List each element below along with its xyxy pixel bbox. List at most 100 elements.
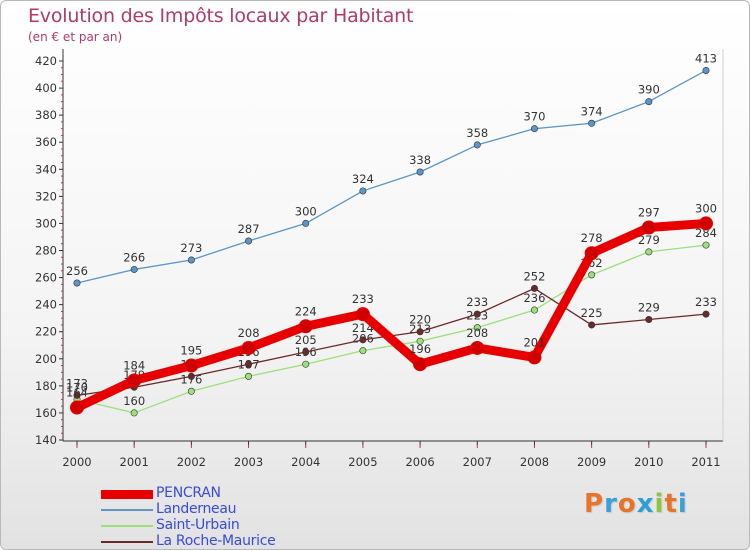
data-label-landerneau: 358: [466, 126, 488, 140]
x-tick-label: 2011: [691, 455, 720, 469]
x-tick-label: 2006: [405, 455, 434, 469]
x-tick-label: 2001: [120, 455, 149, 469]
data-label-saint-urbain: 284: [695, 226, 717, 240]
y-tick-label: 300: [35, 216, 57, 230]
series-line-pencran: [72, 218, 711, 413]
y-tick-label: 360: [35, 135, 57, 149]
y-tick-label: 400: [35, 81, 57, 95]
series-line-saint-urbain: [76, 244, 707, 414]
data-label-landerneau: 374: [581, 104, 603, 118]
logo-letter: i: [654, 489, 665, 519]
legend-swatch-pencran: [101, 490, 153, 499]
legend-swatch-la-roche-maurice: [101, 541, 153, 543]
data-point-landerneau: [245, 237, 253, 245]
data-point-pencran: [127, 373, 142, 388]
data-point-saint-urbain: [359, 347, 367, 355]
data-point-landerneau: [73, 279, 81, 287]
data-point-la-roche-maurice: [473, 310, 481, 318]
data-label-la-roche-maurice: 252: [523, 269, 545, 283]
data-point-landerneau: [187, 256, 195, 264]
y-tick-label: 200: [35, 352, 57, 366]
legend-label-saint-urbain: Saint-Urbain: [156, 517, 240, 533]
data-point-la-roche-maurice: [588, 321, 596, 329]
data-point-pencran: [70, 400, 84, 415]
data-point-la-roche-maurice: [645, 316, 653, 324]
x-tick-label: 2003: [234, 455, 263, 469]
y-tick-label: 320: [35, 189, 57, 203]
y-tick-label: 240: [35, 298, 57, 312]
data-point-saint-urbain: [530, 306, 538, 314]
data-point-pencran: [413, 357, 428, 372]
y-tick-label: 160: [35, 406, 57, 420]
data-label-landerneau: 413: [695, 51, 717, 65]
logo-letter: x: [636, 489, 655, 519]
data-point-landerneau: [588, 119, 596, 127]
chart-subtitle: (en € et par an): [28, 30, 123, 44]
proxiti-logo: Proxiti: [584, 489, 688, 519]
data-point-pencran: [699, 216, 713, 231]
data-point-la-roche-maurice: [73, 391, 81, 399]
data-point-landerneau: [130, 265, 138, 273]
data-point-saint-urbain: [645, 248, 653, 256]
x-tick-label: 2008: [520, 455, 549, 469]
data-point-saint-urbain: [473, 324, 481, 332]
data-point-la-roche-maurice: [245, 360, 253, 368]
data-point-saint-urbain: [588, 271, 596, 279]
x-tick-label: 2009: [577, 455, 606, 469]
data-point-saint-urbain: [302, 360, 310, 368]
data-point-landerneau: [645, 98, 653, 106]
data-label-pencran: 233: [352, 292, 374, 306]
legend-label-landerneau: Landerneau: [156, 501, 237, 517]
data-point-saint-urbain: [187, 387, 195, 395]
data-point-la-roche-maurice: [416, 328, 424, 336]
x-tick-label: 2002: [177, 455, 206, 469]
logo-letter: o: [617, 489, 637, 519]
y-tick-label: 140: [35, 433, 57, 447]
data-label-landerneau: 287: [238, 222, 260, 236]
data-label-landerneau: 370: [523, 110, 545, 124]
data-point-landerneau: [302, 219, 310, 227]
data-point-pencran: [470, 340, 485, 355]
x-tick-label: 2004: [291, 455, 320, 469]
data-point-landerneau: [416, 168, 424, 176]
data-point-la-roche-maurice: [187, 372, 195, 380]
data-label-pencran: 195: [180, 344, 202, 358]
logo-letter: r: [604, 489, 618, 519]
data-point-pencran: [298, 319, 313, 334]
data-label-pencran: 196: [409, 342, 431, 356]
logo-letter: P: [584, 489, 605, 519]
legend-swatch-landerneau: [101, 509, 153, 511]
y-tick-label: 180: [35, 379, 57, 393]
x-tick-label: 2007: [463, 455, 492, 469]
data-label-landerneau: 256: [66, 264, 88, 278]
y-tick-label: 380: [35, 108, 57, 122]
data-label-landerneau: 338: [409, 153, 431, 167]
data-point-pencran: [184, 358, 199, 373]
data-label-pencran: 201: [523, 335, 545, 349]
legend-label-pencran: PENCRAN: [156, 485, 221, 501]
data-label-la-roche-maurice: 205: [295, 333, 317, 347]
data-label-saint-urbain: 160: [123, 394, 145, 408]
x-tick-label: 2000: [62, 455, 91, 469]
data-label-la-roche-maurice: 225: [581, 306, 603, 320]
data-label-la-roche-maurice: 233: [695, 295, 717, 309]
data-label-la-roche-maurice: 173: [66, 376, 88, 390]
x-tick-label: 2005: [348, 455, 377, 469]
data-label-landerneau: 273: [180, 241, 202, 255]
y-tick-label: 420: [35, 54, 57, 68]
data-point-pencran: [527, 350, 542, 365]
legend-label-la-roche-maurice: La Roche-Maurice: [156, 533, 276, 549]
data-point-landerneau: [473, 141, 481, 149]
x-tick-label: 2010: [634, 455, 663, 469]
y-tick-label: 280: [35, 244, 57, 258]
data-label-pencran: 278: [581, 231, 603, 245]
data-label-saint-urbain: 236: [523, 291, 545, 305]
y-tick-label: 340: [35, 162, 57, 176]
data-label-landerneau: 300: [295, 204, 317, 218]
data-point-saint-urbain: [245, 372, 253, 380]
logo-letter: t: [664, 489, 678, 519]
data-label-pencran: 300: [695, 201, 717, 215]
data-point-pencran: [355, 307, 370, 322]
